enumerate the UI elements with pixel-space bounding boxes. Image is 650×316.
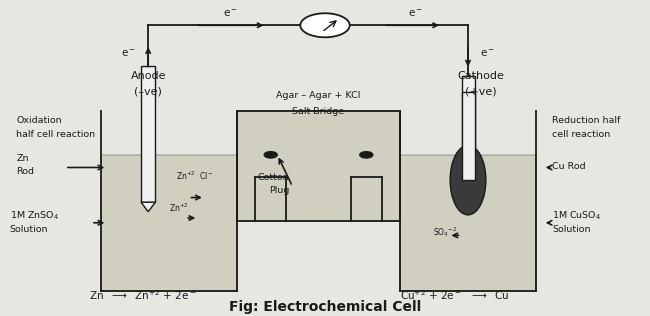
Text: Zn  $\longrightarrow$  Zn$^{+2}$ + 2e$^-$: Zn $\longrightarrow$ Zn$^{+2}$ + 2e$^-$: [89, 289, 197, 302]
Text: Rod: Rod: [16, 167, 34, 176]
Text: Reduction half: Reduction half: [552, 116, 621, 125]
Text: Solution: Solution: [552, 225, 591, 234]
Text: Zn$^{+2}$  Cl$^-$: Zn$^{+2}$ Cl$^-$: [176, 170, 214, 182]
Text: (+ve): (+ve): [465, 86, 497, 96]
Text: Solution: Solution: [10, 225, 48, 234]
Text: e$^-$: e$^-$: [408, 9, 424, 19]
Text: 1M CuSO$_4$: 1M CuSO$_4$: [552, 209, 602, 222]
Text: (–ve): (–ve): [135, 86, 162, 96]
Polygon shape: [101, 155, 237, 291]
Bar: [462, 92, 474, 180]
Circle shape: [300, 13, 350, 37]
Text: Fig: Electrochemical Cell: Fig: Electrochemical Cell: [229, 301, 421, 314]
Polygon shape: [400, 155, 536, 291]
Text: Zn$^{+2}$: Zn$^{+2}$: [169, 201, 188, 214]
Text: 1M ZnSO$_4$: 1M ZnSO$_4$: [10, 209, 59, 222]
Polygon shape: [237, 111, 400, 221]
Text: Salt Bridge: Salt Bridge: [292, 107, 344, 116]
Text: Plug: Plug: [269, 186, 289, 195]
Text: Cathode: Cathode: [458, 70, 504, 81]
Text: Cu$^{+2}$ + 2e$^-$  $\longrightarrow$  Cu: Cu$^{+2}$ + 2e$^-$ $\longrightarrow$ Cu: [400, 289, 510, 302]
Bar: [141, 66, 155, 202]
Text: e$^-$: e$^-$: [480, 48, 495, 59]
Bar: [462, 76, 474, 155]
Text: Oxidation: Oxidation: [16, 116, 62, 125]
Text: cell reaction: cell reaction: [552, 131, 611, 139]
Ellipse shape: [450, 145, 486, 215]
Text: e$^-$: e$^-$: [223, 9, 239, 19]
Text: Anode: Anode: [131, 70, 166, 81]
Text: half cell reaction: half cell reaction: [16, 131, 96, 139]
Circle shape: [360, 152, 373, 158]
Text: Cu Rod: Cu Rod: [552, 162, 586, 171]
Text: e$^-$: e$^-$: [121, 48, 136, 59]
Text: Zn: Zn: [16, 154, 29, 163]
Text: SO$_4$$^{-2}$: SO$_4$$^{-2}$: [434, 225, 457, 239]
Circle shape: [264, 152, 277, 158]
Text: Cotton: Cotton: [257, 173, 289, 182]
Text: Agar – Agar + KCl: Agar – Agar + KCl: [276, 91, 361, 100]
Polygon shape: [141, 202, 155, 212]
